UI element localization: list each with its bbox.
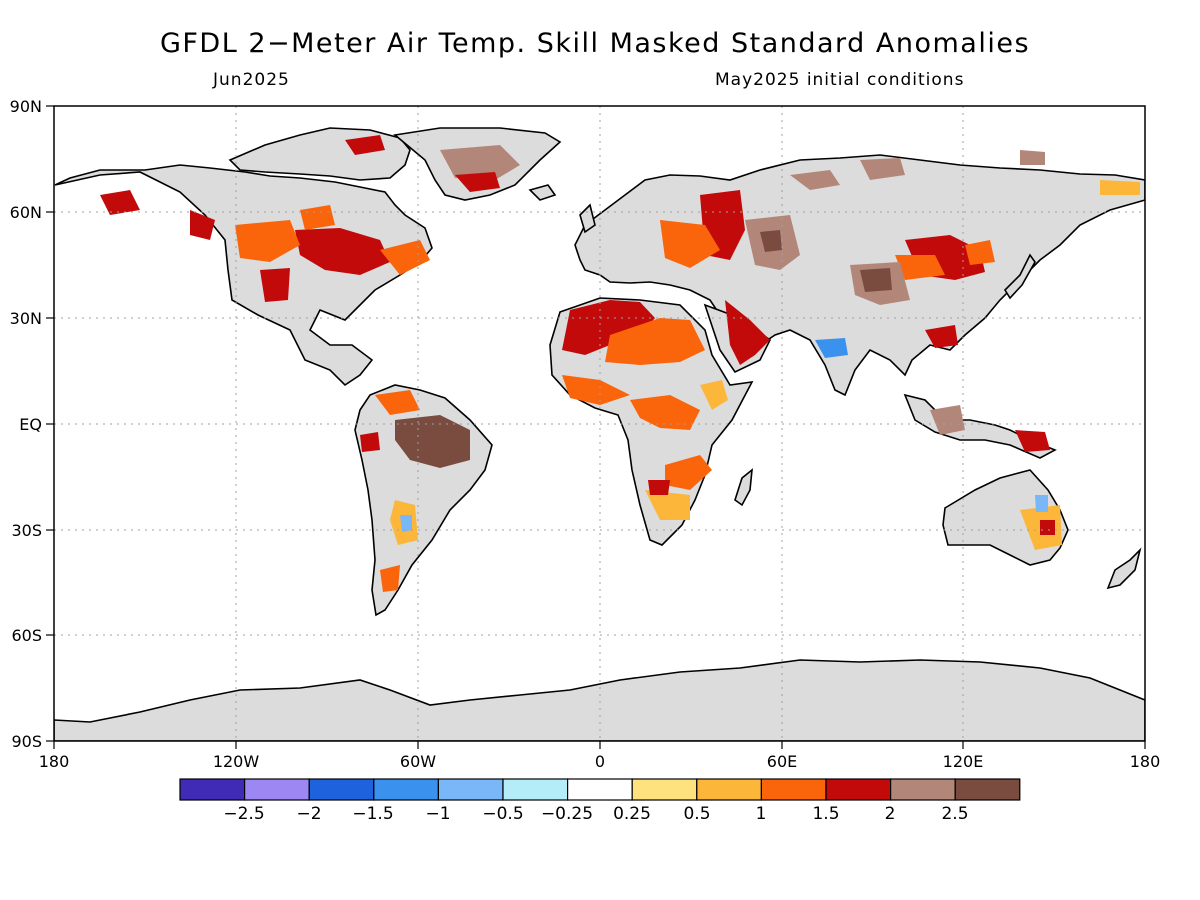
colorbar-swatch xyxy=(760,778,827,801)
lat-label: 60N xyxy=(10,203,42,222)
colorbar-label: 2.5 xyxy=(941,804,968,824)
arctic-islands xyxy=(228,127,411,181)
antarctica xyxy=(54,659,1145,741)
colorbar-swatch xyxy=(244,778,310,801)
colorbar-label: −0.5 xyxy=(482,804,523,824)
anomaly-patches xyxy=(100,135,1140,592)
colorbar-label: −0.25 xyxy=(541,804,593,824)
lat-label: 90S xyxy=(11,732,42,751)
axis-ticks xyxy=(46,105,1146,749)
colorbar-swatch xyxy=(437,778,504,801)
map-title: GFDL 2−Meter Air Temp. Skill Masked Stan… xyxy=(159,28,1031,59)
north-america-landmass xyxy=(54,164,433,387)
longitude-labels: 180 120W 60W 0 60E 120E 180 xyxy=(39,752,1161,771)
colorbar-label: −1 xyxy=(425,804,450,824)
valid-month-label: Jun2025 xyxy=(213,70,290,90)
colorbar-swatches xyxy=(179,778,1021,801)
japan xyxy=(1003,253,1036,300)
colorbar-label: −2 xyxy=(296,804,321,824)
madagascar xyxy=(734,468,753,507)
lat-label: 90N xyxy=(10,97,42,116)
lon-label: 60E xyxy=(767,752,797,771)
map-plot-area xyxy=(54,106,1145,741)
lat-label: EQ xyxy=(19,415,42,434)
colorbar-label: 1.5 xyxy=(812,804,839,824)
colorbar-label: 0.25 xyxy=(613,804,651,824)
lon-label: 0 xyxy=(595,752,605,771)
init-conditions-label: May2025 initial conditions xyxy=(715,70,965,90)
colorbar-swatch xyxy=(889,778,956,801)
lon-label: 180 xyxy=(1130,752,1161,771)
colorbar-labels: −2.5 −2 −1.5 −1 −0.5 −0.25 0.25 0.5 1 1.… xyxy=(223,804,968,824)
map-grid xyxy=(54,106,1145,741)
lat-label: 60S xyxy=(11,626,42,645)
latitude-labels: 90N 60N 30N EQ 30S 60S 90S xyxy=(10,97,42,751)
new-zealand xyxy=(1106,547,1142,590)
colorbar-swatch xyxy=(373,778,439,801)
lon-label: 60W xyxy=(400,752,436,771)
colorbar-swatch xyxy=(954,778,1021,801)
colorbar-label: 0.5 xyxy=(683,804,710,824)
colorbar-label: −1.5 xyxy=(352,804,393,824)
colorbar-swatch xyxy=(179,778,246,801)
colorbar-label: 1 xyxy=(756,804,767,824)
colorbar-swatch xyxy=(825,778,892,801)
lat-label: 30S xyxy=(11,521,42,540)
lon-label: 120E xyxy=(943,752,984,771)
colorbar-swatch xyxy=(631,778,698,801)
colorbar: −2.5 −2 −1.5 −1 −0.5 −0.25 0.25 0.5 1 1.… xyxy=(179,778,1021,824)
colorbar-swatch xyxy=(566,778,633,801)
colorbar-swatch xyxy=(502,778,569,801)
lon-label: 180 xyxy=(39,752,70,771)
lon-label: 120W xyxy=(213,752,260,771)
lat-label: 30N xyxy=(10,309,42,328)
colorbar-label: −2.5 xyxy=(223,804,264,824)
colorbar-label: 2 xyxy=(885,804,896,824)
colorbar-swatch xyxy=(696,778,762,801)
colorbar-swatch xyxy=(308,778,375,801)
uk-iceland xyxy=(528,184,596,234)
